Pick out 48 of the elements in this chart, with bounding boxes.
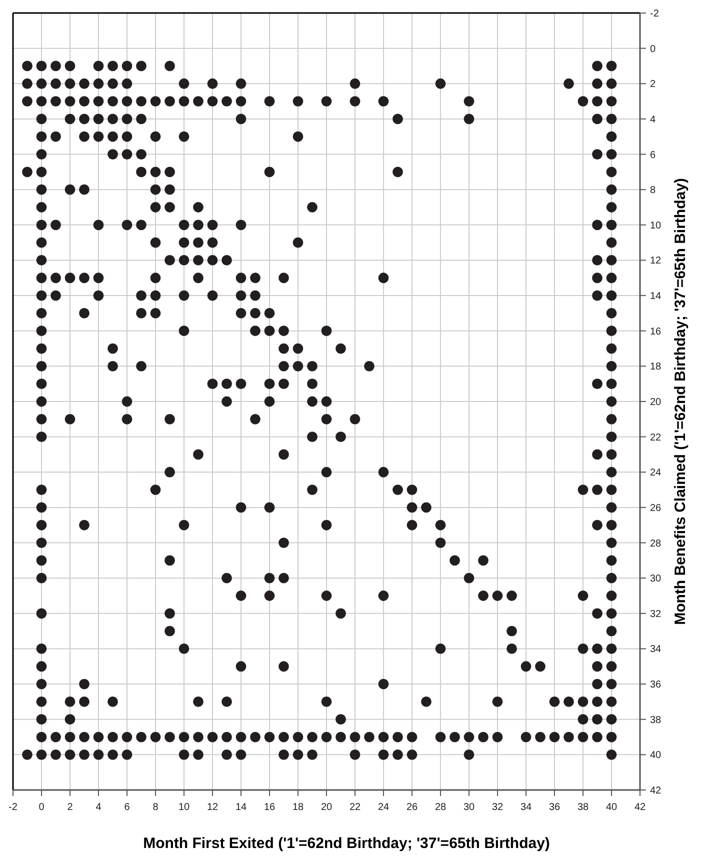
x-tick-label: 34: [520, 802, 532, 813]
x-tick-label: 36: [548, 802, 560, 813]
x-tick-label: 8: [152, 802, 159, 813]
y-tick-label: 12: [650, 256, 662, 267]
x-tick-label: 32: [492, 802, 504, 813]
y-tick-label: 26: [650, 502, 662, 514]
x-tick-label: 26: [406, 802, 418, 813]
x-tick-label: 6: [124, 802, 130, 813]
x-tick-label: 20: [320, 802, 332, 813]
x-tick-label: 12: [206, 802, 218, 813]
x-tick-label: 42: [634, 802, 646, 813]
x-tick-label: 2: [67, 802, 74, 813]
x-tick-label: 38: [577, 802, 589, 813]
x-tick-label: -2: [8, 802, 18, 813]
y-tick-label: 18: [650, 362, 662, 373]
y-tick-label: 0: [650, 44, 656, 55]
y-tick-label: 4: [650, 114, 656, 126]
y-tick-label: 40: [650, 750, 662, 762]
y-tick-label: 20: [650, 397, 662, 408]
y-tick-label: 30: [650, 574, 662, 585]
y-tick-label: 2: [650, 79, 656, 90]
y-tick-label: -2: [650, 8, 660, 20]
y-tick-label: 32: [650, 608, 662, 620]
x-tick-label: 0: [38, 802, 45, 813]
y-tick-label: 14: [650, 291, 662, 302]
x-tick-label: 22: [349, 802, 361, 813]
y-tick-label: 34: [650, 644, 662, 656]
y-tick-label: 28: [650, 538, 662, 550]
x-tick-label: 24: [378, 802, 390, 813]
x-tick-label: 16: [264, 802, 276, 813]
y-tick-label: 22: [650, 432, 662, 444]
x-tick-label: 40: [606, 802, 618, 813]
y-tick-label: 8: [650, 185, 656, 196]
x-tick-label: 10: [178, 802, 190, 813]
y-tick-label: 42: [650, 786, 662, 796]
y-tick-label: 10: [650, 220, 662, 232]
x-tick-label: 14: [235, 802, 247, 813]
y-tick-label: 16: [650, 326, 662, 338]
x-tick-label: 30: [463, 802, 475, 813]
y-axis-title: Month Benefits Claimed ('1'=62nd Birthday; '37'=65th Birthday): [672, 178, 689, 625]
x-tick-label: 28: [434, 802, 446, 813]
x-tick-label: 18: [292, 802, 304, 813]
y-tick-label: 24: [650, 468, 662, 479]
y-tick-label: 6: [650, 150, 656, 161]
y-tick-label: 36: [650, 680, 662, 691]
y-tick-label: 38: [650, 714, 662, 726]
x-tick-label: 4: [96, 802, 102, 813]
x-axis-title: Month First Exited ('1'=62nd Birthday; '37'=65th Birthday): [143, 835, 550, 852]
